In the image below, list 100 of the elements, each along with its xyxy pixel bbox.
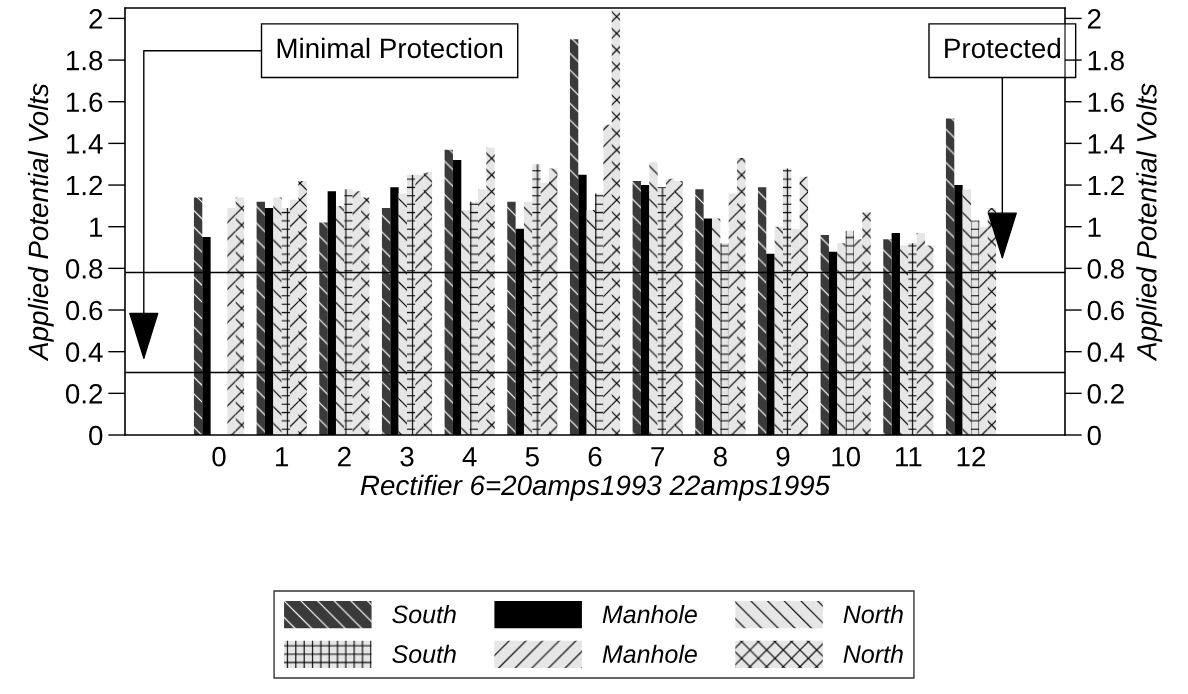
bar: [381, 207, 391, 435]
x-tick-label: 11: [896, 447, 922, 467]
y-tick-label: 1.8: [66, 50, 103, 71]
x-tick-label: 3: [400, 446, 414, 467]
legend-label: North: [843, 644, 903, 664]
legend-label: North: [843, 604, 903, 624]
bar: [569, 39, 579, 435]
bar: [227, 207, 236, 435]
bar: [757, 187, 767, 435]
bar: [344, 189, 353, 435]
x-tick-label: 5: [525, 447, 539, 467]
x-tick-label: 10: [832, 446, 861, 467]
bar: [461, 210, 470, 435]
bar: [352, 191, 362, 435]
bar: [335, 205, 345, 435]
x-tick-label: 7: [651, 447, 664, 467]
y2-tick-label: 0: [1087, 425, 1101, 446]
bar: [695, 189, 704, 435]
bar: [845, 230, 855, 435]
y-tick-label: 0.2: [65, 384, 103, 404]
bar: [649, 162, 658, 435]
bar: [407, 174, 416, 435]
bar: [916, 232, 926, 435]
y-tick-label: 0.6: [65, 300, 103, 321]
bar: [979, 226, 988, 435]
bar: [549, 168, 558, 435]
bar: [478, 189, 487, 435]
x-tick-label: 12: [957, 446, 986, 467]
annotation: Protected: [945, 37, 1060, 59]
bar: [674, 180, 683, 435]
bar: [945, 118, 955, 435]
y-tick-label: 1.4: [66, 134, 103, 154]
x-tick-label: 9: [776, 446, 790, 467]
x-tick-label: 0: [212, 446, 226, 467]
bar: [523, 201, 533, 435]
bar: [273, 197, 282, 435]
bar: [711, 218, 721, 435]
y2-tick-label: 1.2: [1088, 175, 1124, 196]
bar: [632, 180, 641, 435]
bar: [540, 182, 550, 435]
bar: [820, 235, 829, 435]
bar: [899, 245, 909, 435]
bar: [398, 193, 407, 435]
bar: [783, 168, 792, 435]
bar: [319, 222, 328, 435]
y2-tick-label: 0.2: [1087, 384, 1124, 404]
y-tick-label: 1.6: [66, 92, 103, 113]
bar: [962, 189, 971, 435]
bar: [290, 199, 299, 435]
x-tick-label: 1: [276, 447, 289, 467]
bar: [611, 10, 621, 435]
x-tick-label: 4: [462, 447, 477, 467]
bar: [507, 201, 516, 435]
bar: [586, 210, 595, 435]
bar: [657, 187, 667, 435]
y-tick-label: 1: [90, 217, 103, 237]
y2-axis-title: Applied Potential Volts: [1136, 83, 1163, 362]
y2-tick-label: 1.8: [1088, 50, 1124, 71]
y2-tick-label: 0.6: [1087, 300, 1124, 321]
bar: [486, 147, 495, 435]
bar: [256, 201, 265, 435]
bar: [666, 178, 675, 435]
bar: [774, 226, 783, 435]
y2-tick-label: 1.6: [1088, 92, 1124, 113]
y-tick-label: 0.8: [65, 259, 103, 279]
bar: [532, 164, 541, 435]
x-tick-label: 8: [713, 446, 727, 467]
bar: [837, 243, 846, 435]
bar: [423, 172, 433, 435]
bar: [361, 197, 370, 435]
legend-label: South: [392, 644, 456, 664]
bar: [444, 149, 453, 435]
bar: [298, 180, 307, 435]
bar: [799, 176, 809, 435]
y-tick-label: 0.4: [65, 342, 103, 363]
y-tick-label: 1.2: [66, 175, 103, 196]
annotation: Minimal Protection: [277, 37, 503, 59]
y2-tick-label: 1.4: [1088, 134, 1125, 154]
bar: [281, 207, 291, 435]
x-tick-label: 6: [588, 446, 602, 467]
bar: [603, 124, 612, 435]
bar: [925, 245, 934, 435]
bar: [720, 243, 729, 435]
legend-label: Manhole: [602, 644, 697, 664]
y2-tick-label: 2: [1087, 9, 1101, 29]
bar: [728, 193, 738, 435]
bar: [791, 228, 800, 435]
legend-label: South: [392, 604, 456, 624]
bar: [862, 212, 871, 435]
bar: [908, 243, 917, 435]
bar: [883, 239, 892, 435]
bar: [235, 197, 245, 435]
bar: [469, 201, 479, 435]
y2-tick-label: 1: [1088, 217, 1101, 237]
bar: [193, 197, 203, 435]
bar: [737, 157, 746, 435]
y-axis-title: Applied Potential Volts: [27, 83, 54, 362]
bar: [415, 174, 424, 435]
y2-tick-label: 0.8: [1087, 259, 1124, 279]
bar: [971, 220, 980, 435]
